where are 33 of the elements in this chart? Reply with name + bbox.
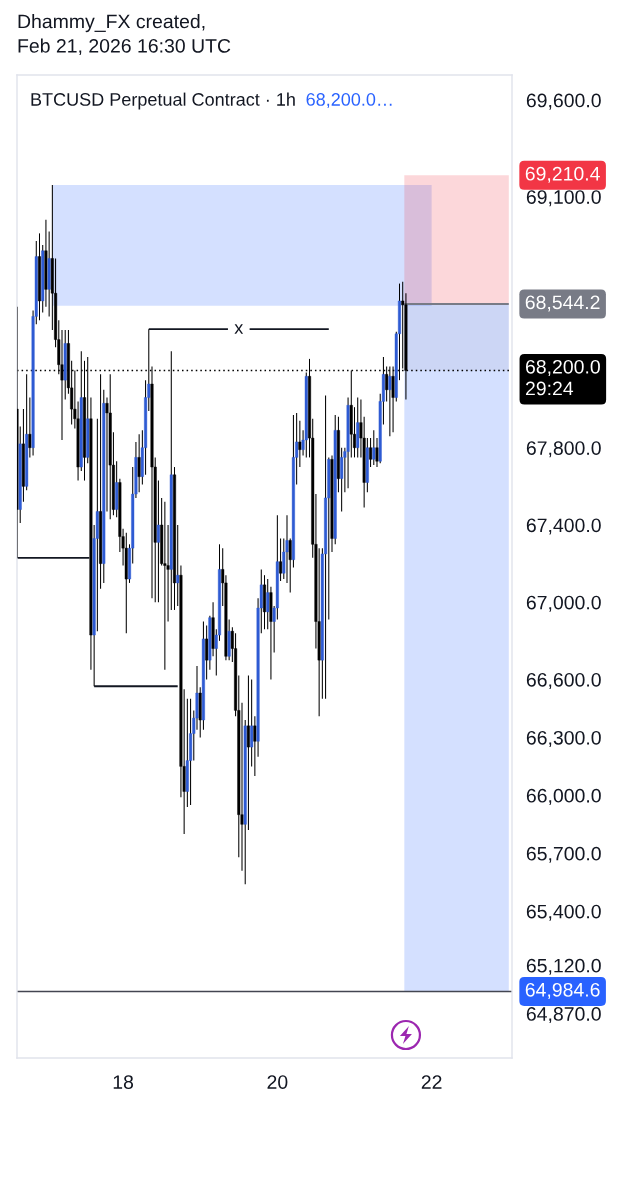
y-tick-label: 69,100.0 [526, 190, 601, 207]
text: BTCUSD Perpetual Contract · 1h [31, 92, 295, 110]
ref-line-label: 68,200.0 29:24 [525, 359, 600, 396]
annotation: x [234, 324, 244, 334]
x-tick-label: 22 [421, 1075, 442, 1089]
candlestick [298, 420, 302, 468]
y-tick-label: 66,300.0 [526, 730, 601, 747]
annotation: 69,210.4 [525, 166, 600, 183]
y-tick-label: 65,120.0 [526, 958, 601, 975]
candlestick [285, 514, 289, 584]
candlestick [372, 429, 376, 466]
candlestick [163, 501, 167, 671]
candlestick [266, 578, 270, 630]
annotation: 68,200.0… [306, 93, 392, 108]
candlestick [279, 537, 283, 582]
y-tick-label: 64,870.0 [526, 1007, 601, 1024]
candlestick [391, 366, 395, 433]
y-tick-label: 67,800.0 [526, 441, 601, 458]
x-tick-label: 18 [113, 1075, 134, 1089]
candlestick [205, 624, 209, 680]
x-tick-label: 20 [267, 1075, 288, 1089]
y-tick-label: 66,000.0 [526, 788, 601, 805]
y-tick-label: 66,600.0 [526, 672, 601, 690]
chart-title: Dhammy_FX created, Feb 21, 2026 16:30 UTC [18, 14, 231, 56]
y-tick-label: 67,000.0 [526, 595, 601, 612]
candlestick [369, 437, 373, 468]
y-tick-label: 65,400.0 [526, 904, 601, 921]
y-tick-label: 69,600.0 [526, 93, 601, 110]
y-tick-label: 67,400.0 [526, 518, 601, 535]
y-tick-label: 65,700.0 [526, 846, 601, 863]
annotation: 68,544.2 [525, 295, 600, 312]
annotation: 64,984.6 [525, 982, 600, 999]
candlestick [246, 675, 250, 831]
